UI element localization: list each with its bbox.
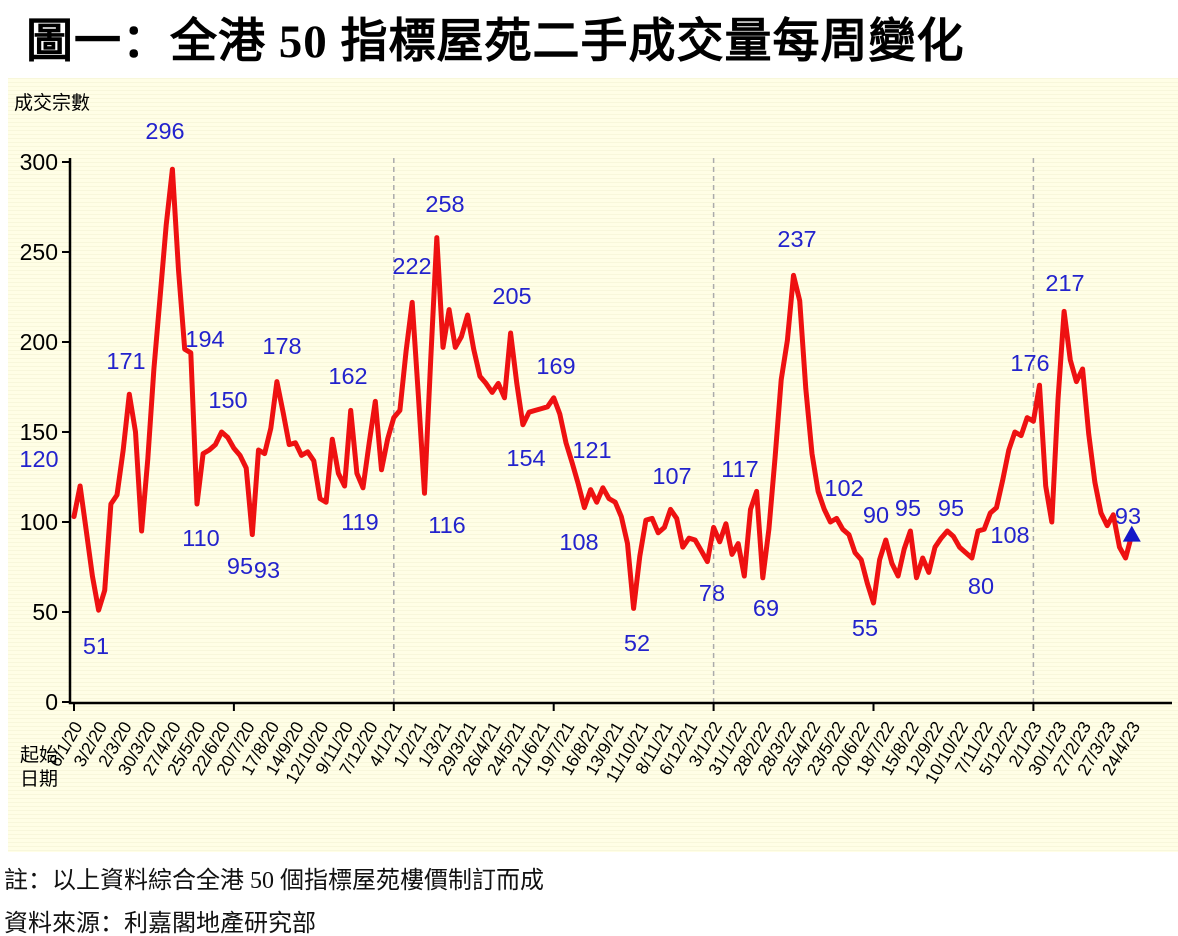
data-label: 78 — [699, 580, 725, 606]
data-label: 95 — [938, 495, 964, 521]
y-tick-label: 250 — [20, 239, 58, 265]
data-label: 296 — [145, 118, 184, 144]
data-label: 95 — [227, 553, 253, 579]
chart-panel: 成交宗數 起始 日期 0 50 100 150 200 250 300 6/1/20 3/2/2… — [8, 78, 1178, 852]
data-label: 117 — [721, 456, 758, 482]
y-tick-label: 300 — [20, 149, 58, 175]
footnote: 註：以上資料綜合全港 50 個指標屋苑樓價制訂而成 — [4, 868, 544, 894]
data-label: 95 — [895, 495, 921, 521]
data-label: 55 — [852, 615, 878, 641]
data-label: 108 — [990, 522, 1029, 548]
data-label: 93 — [254, 557, 280, 583]
data-label: 222 — [392, 253, 431, 279]
series-line — [71, 166, 1135, 613]
x-axis-title: 起始 日期 — [20, 744, 58, 792]
source-note: 資料來源：利嘉閣地產研究部 — [4, 911, 316, 936]
x-axis-title-line2: 日期 — [20, 769, 59, 790]
data-label: 169 — [536, 353, 575, 379]
data-label: 93 — [1115, 503, 1141, 529]
data-label: 108 — [559, 529, 598, 555]
data-label: 90 — [863, 502, 889, 528]
chart-svg: 0501001502002503006/1/203/2/202/3/2030/3… — [19, 118, 1172, 787]
data-label: 110 — [182, 525, 219, 551]
data-label: 194 — [185, 326, 224, 352]
chart-title: 圖一：全港 50 指標屋苑二手成交量每周變化 — [26, 16, 965, 68]
y-tick-label: 0 — [45, 689, 58, 715]
data-label: 80 — [968, 573, 994, 599]
chart-footer: 註：以上資料綜合全港 50 個指標屋苑樓價制訂而成 資料來源：利嘉閣地產研究部 — [4, 854, 1174, 936]
data-label: 217 — [1045, 270, 1084, 296]
x-axis-title-line1: 起始 — [20, 745, 59, 766]
y-tick-label: 200 — [20, 329, 58, 355]
data-label: 171 — [106, 348, 145, 374]
data-label: 205 — [492, 283, 531, 309]
data-label: 154 — [506, 445, 545, 471]
data-label: 121 — [572, 437, 611, 463]
data-label: 176 — [1010, 350, 1049, 376]
y-tick-label: 150 — [20, 419, 58, 445]
data-label: 107 — [652, 463, 691, 489]
data-label: 150 — [208, 387, 247, 413]
end-marker-triangle-icon — [1122, 525, 1141, 542]
data-label: 116 — [428, 512, 465, 538]
data-label: 237 — [777, 226, 816, 252]
data-label: 162 — [328, 363, 367, 389]
data-label: 52 — [624, 630, 650, 656]
data-label: 102 — [824, 475, 863, 501]
data-label: 69 — [753, 595, 779, 621]
y-tick-label: 100 — [20, 509, 58, 535]
data-label: 178 — [262, 333, 301, 359]
data-label: 120 — [19, 446, 58, 472]
axis-lines — [68, 158, 1172, 705]
data-label: 119 — [341, 509, 378, 535]
data-label: 258 — [425, 191, 464, 217]
data-label: 51 — [83, 633, 109, 659]
y-tick-label: 50 — [32, 599, 58, 625]
y-axis-title: 成交宗數 — [14, 93, 91, 114]
